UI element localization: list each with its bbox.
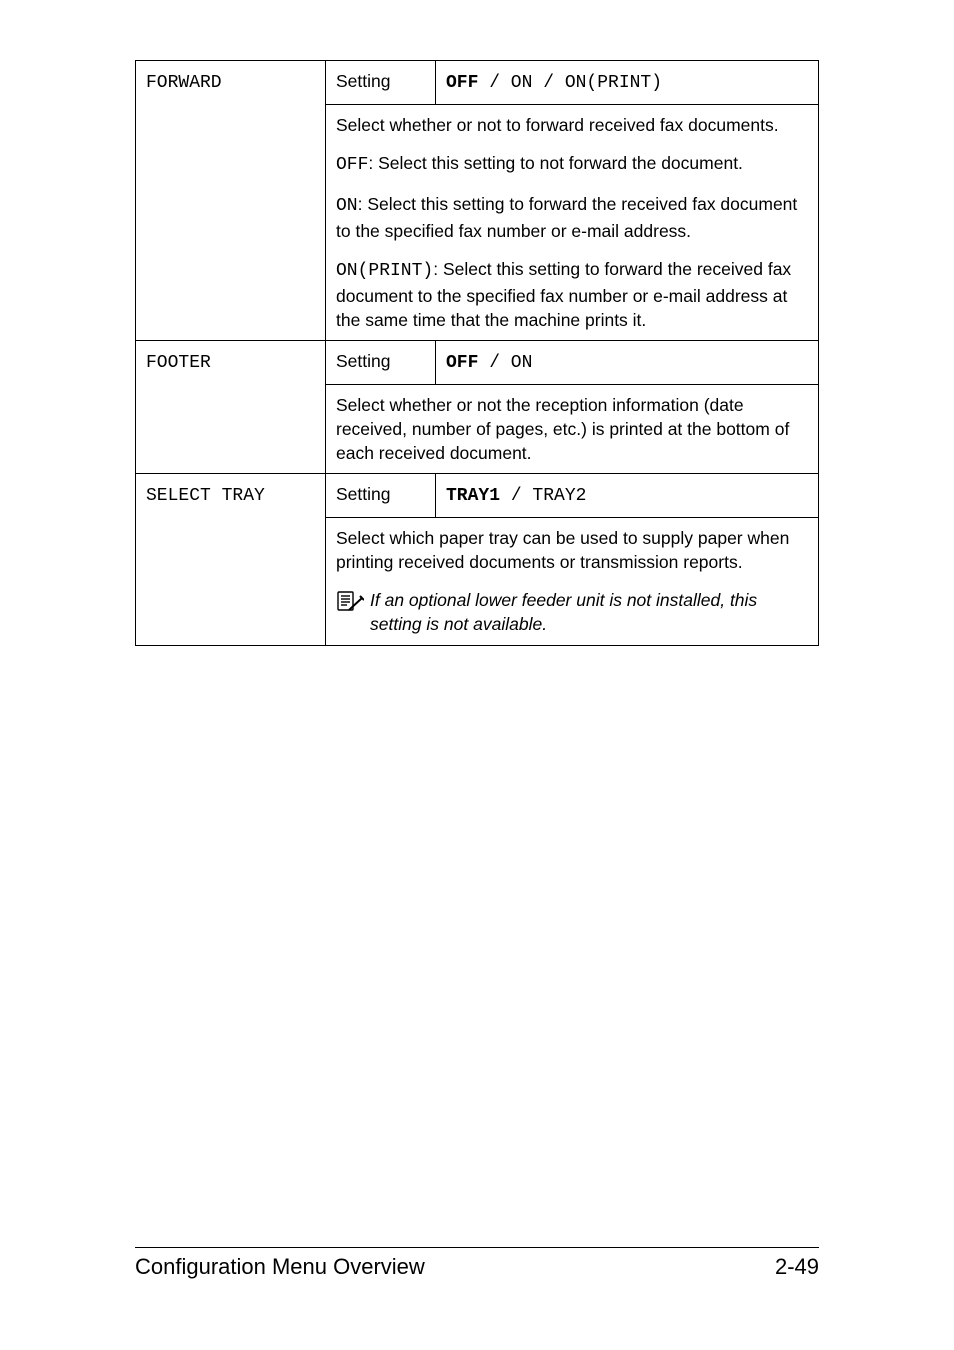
page-footer: Configuration Menu Overview 2-49 [135,1247,819,1280]
setting-value-cell: TRAY1 / TRAY2 [436,474,819,518]
setting-value-cell: OFF / ON [436,340,819,384]
row-label: SELECT TRAY [136,474,326,645]
description-cell: Select whether or not the reception info… [326,384,819,473]
table-row: SELECT TRAY Setting TRAY1 / TRAY2 [136,474,819,518]
table-row: FOOTER Setting OFF / ON [136,340,819,384]
setting-label-cell: Setting [326,61,436,105]
desc-text: ON: Select this setting to forward the r… [336,192,808,243]
label-text: FOOTER [146,353,211,373]
settings-table: FORWARD Setting OFF / ON / ON(PRINT) Sel… [135,60,819,646]
desc-rest: : Select this setting to forward the rec… [336,194,797,241]
setting-label-cell: Setting [326,474,436,518]
mono-token: ON [336,196,358,216]
note: If an optional lower feeder unit is not … [336,588,808,636]
mono-token: OFF [336,155,368,175]
description-cell: Select which paper tray can be used to s… [326,517,819,645]
note-icon [336,590,364,618]
desc-text: OFF: Select this setting to not forward … [336,151,808,178]
setting-label-cell: Setting [326,340,436,384]
page: FORWARD Setting OFF / ON / ON(PRINT) Sel… [0,0,954,1350]
desc-text: ON(PRINT): Select this setting to forwar… [336,257,808,332]
setting-value-cell: OFF / ON / ON(PRINT) [436,61,819,105]
desc-rest: : Select this setting to not forward the… [368,153,743,173]
description-cell: Select whether or not to forward receive… [326,104,819,340]
table-row: FORWARD Setting OFF / ON / ON(PRINT) [136,61,819,105]
setting-value-bold: OFF [446,353,478,373]
setting-value-bold: OFF [446,73,478,93]
mono-token: ON(PRINT) [336,261,433,281]
footer-right: 2-49 [775,1254,819,1280]
desc-text: Select whether or not to forward receive… [336,113,808,137]
label-text: SELECT TRAY [146,486,265,506]
label-text: FORWARD [146,73,222,93]
desc-text: Select whether or not the reception info… [336,393,808,465]
row-label: FORWARD [136,61,326,341]
desc-text: Select which paper tray can be used to s… [336,526,808,574]
setting-label: Setting [336,71,390,91]
setting-value-bold: TRAY1 [446,486,500,506]
note-text: If an optional lower feeder unit is not … [370,588,808,636]
footer-left: Configuration Menu Overview [135,1254,425,1280]
row-label: FOOTER [136,340,326,473]
setting-value-rest: / ON [478,353,532,373]
setting-label: Setting [336,484,390,504]
setting-value-rest: / ON / ON(PRINT) [478,73,662,93]
setting-label: Setting [336,351,390,371]
setting-value-rest: / TRAY2 [500,486,586,506]
